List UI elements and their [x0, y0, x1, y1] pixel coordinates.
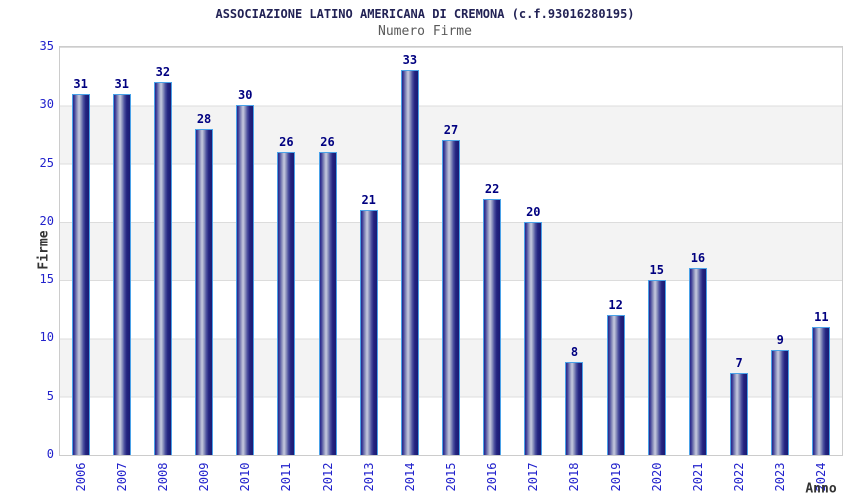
bar-2010: [236, 105, 255, 455]
bar-2013: [359, 210, 378, 455]
bar-2012: [318, 152, 337, 455]
x-tick-label: 2016: [485, 462, 500, 492]
bar-2017: [524, 222, 543, 455]
x-tick-label: 2006: [73, 462, 88, 492]
y-tick-label: 5: [46, 388, 54, 403]
bar-value-label: 27: [443, 123, 459, 137]
x-tick-label: 2017: [526, 462, 541, 492]
x-tick-label: 2020: [649, 462, 664, 492]
bar-value-label: 31: [114, 77, 129, 91]
bar-value-label: 9: [776, 333, 784, 347]
bar-2006: [71, 94, 90, 455]
x-tick-label: 2022: [732, 462, 747, 492]
x-axis-label: Anno: [805, 481, 837, 497]
bar-2015: [442, 140, 460, 455]
x-tick-label: 2007: [114, 462, 129, 492]
bar-2008: [153, 82, 172, 455]
x-tick-label: 2008: [155, 462, 170, 492]
bar-value-label: 12: [608, 298, 623, 312]
bar-2019: [606, 315, 625, 455]
chart-subtitle: Numero Firme: [378, 24, 472, 39]
bar-value-label: 31: [73, 77, 88, 91]
bar-2018: [565, 362, 584, 455]
bar-2016: [483, 199, 502, 455]
x-tick-label: 2015: [444, 462, 458, 492]
bar-2020: [647, 280, 666, 455]
bar-value-label: 28: [196, 112, 212, 126]
x-tick-label: 2011: [279, 462, 294, 492]
bar-value-label: 8: [570, 345, 579, 359]
bar-2007: [112, 94, 131, 455]
x-tick-label: 2012: [320, 462, 335, 492]
y-tick-label: 10: [39, 330, 54, 345]
y-tick-label: 15: [39, 272, 54, 287]
bar-2022: [730, 373, 749, 455]
x-tick-label: 2013: [361, 462, 376, 492]
bar-value-label: 20: [526, 205, 541, 219]
bar-value-label: 21: [361, 193, 376, 207]
bar-value-label: 32: [155, 65, 171, 79]
x-tick-label: 2023: [773, 462, 788, 492]
chart-title: ASSOCIAZIONE LATINO AMERICANA DI CREMONA…: [215, 7, 635, 21]
bar-value-label: 33: [402, 53, 418, 67]
y-axis-label: Firme: [36, 230, 52, 270]
x-tick-label: 2018: [567, 462, 582, 492]
y-tick-label: 35: [39, 39, 54, 53]
y-tick-label: 0: [46, 447, 54, 461]
x-tick-label: 2021: [690, 462, 705, 492]
bar-2024: [812, 327, 831, 455]
bar-2009: [195, 129, 214, 455]
y-tick-label: 25: [39, 155, 54, 170]
bar-value-label: 16: [690, 251, 706, 265]
bar-2023: [771, 350, 790, 455]
bar-value-label: 22: [484, 182, 500, 196]
y-tick-label: 20: [39, 213, 54, 228]
y-tick-label: 30: [39, 97, 54, 112]
x-tick-label: 2009: [197, 462, 212, 492]
bar-value-label: 15: [649, 263, 665, 277]
bar-value-label: 7: [735, 356, 743, 370]
x-tick-label: 2014: [402, 462, 417, 492]
bar-value-label: 26: [279, 135, 294, 149]
bar-value-label: 30: [237, 88, 253, 102]
x-tick-label: 2010: [238, 462, 253, 492]
bar-2021: [688, 268, 707, 455]
bar-2011: [277, 152, 296, 455]
bar-value-label: 26: [320, 135, 335, 149]
bar-2014: [400, 70, 419, 455]
plot-area: 31 31 32 28 30 26 26 21 33 27 22 20 8 12 15 16 7 9 11: [59, 46, 843, 456]
x-tick-label: 2019: [608, 462, 623, 492]
bar-value-label: 11: [814, 310, 829, 324]
